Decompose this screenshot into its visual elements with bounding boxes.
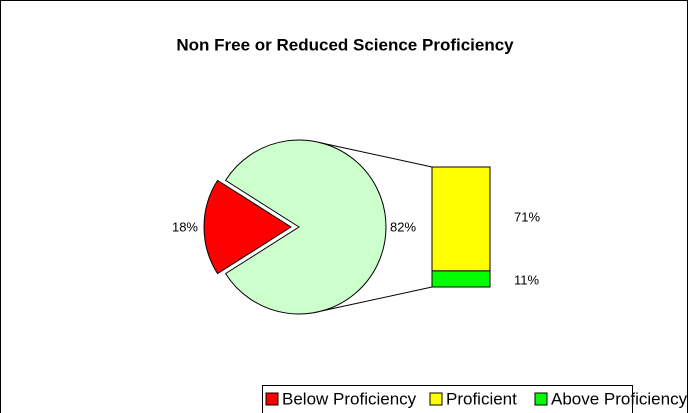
chart-title: Non Free or Reduced Science Proficiency <box>176 35 514 54</box>
data-label: 11% <box>514 272 539 287</box>
pie-slice <box>203 179 292 275</box>
pie-slice <box>224 139 387 315</box>
data-label: 71% <box>514 209 540 224</box>
legend-swatch <box>265 392 279 406</box>
bar-segment <box>431 270 491 288</box>
legend-label: Proficient <box>446 389 517 408</box>
bar-segment <box>431 166 491 272</box>
legend-box <box>262 385 633 413</box>
legend-swatch <box>534 392 548 406</box>
connector-line <box>321 142 433 168</box>
connector-line <box>321 286 433 312</box>
legend-label: Above Proficiency <box>551 389 688 408</box>
data-label: 18% <box>172 219 198 234</box>
legend-swatch <box>429 392 443 406</box>
legend-label: Below Proficiency <box>282 389 417 408</box>
data-label: 82% <box>390 219 416 234</box>
